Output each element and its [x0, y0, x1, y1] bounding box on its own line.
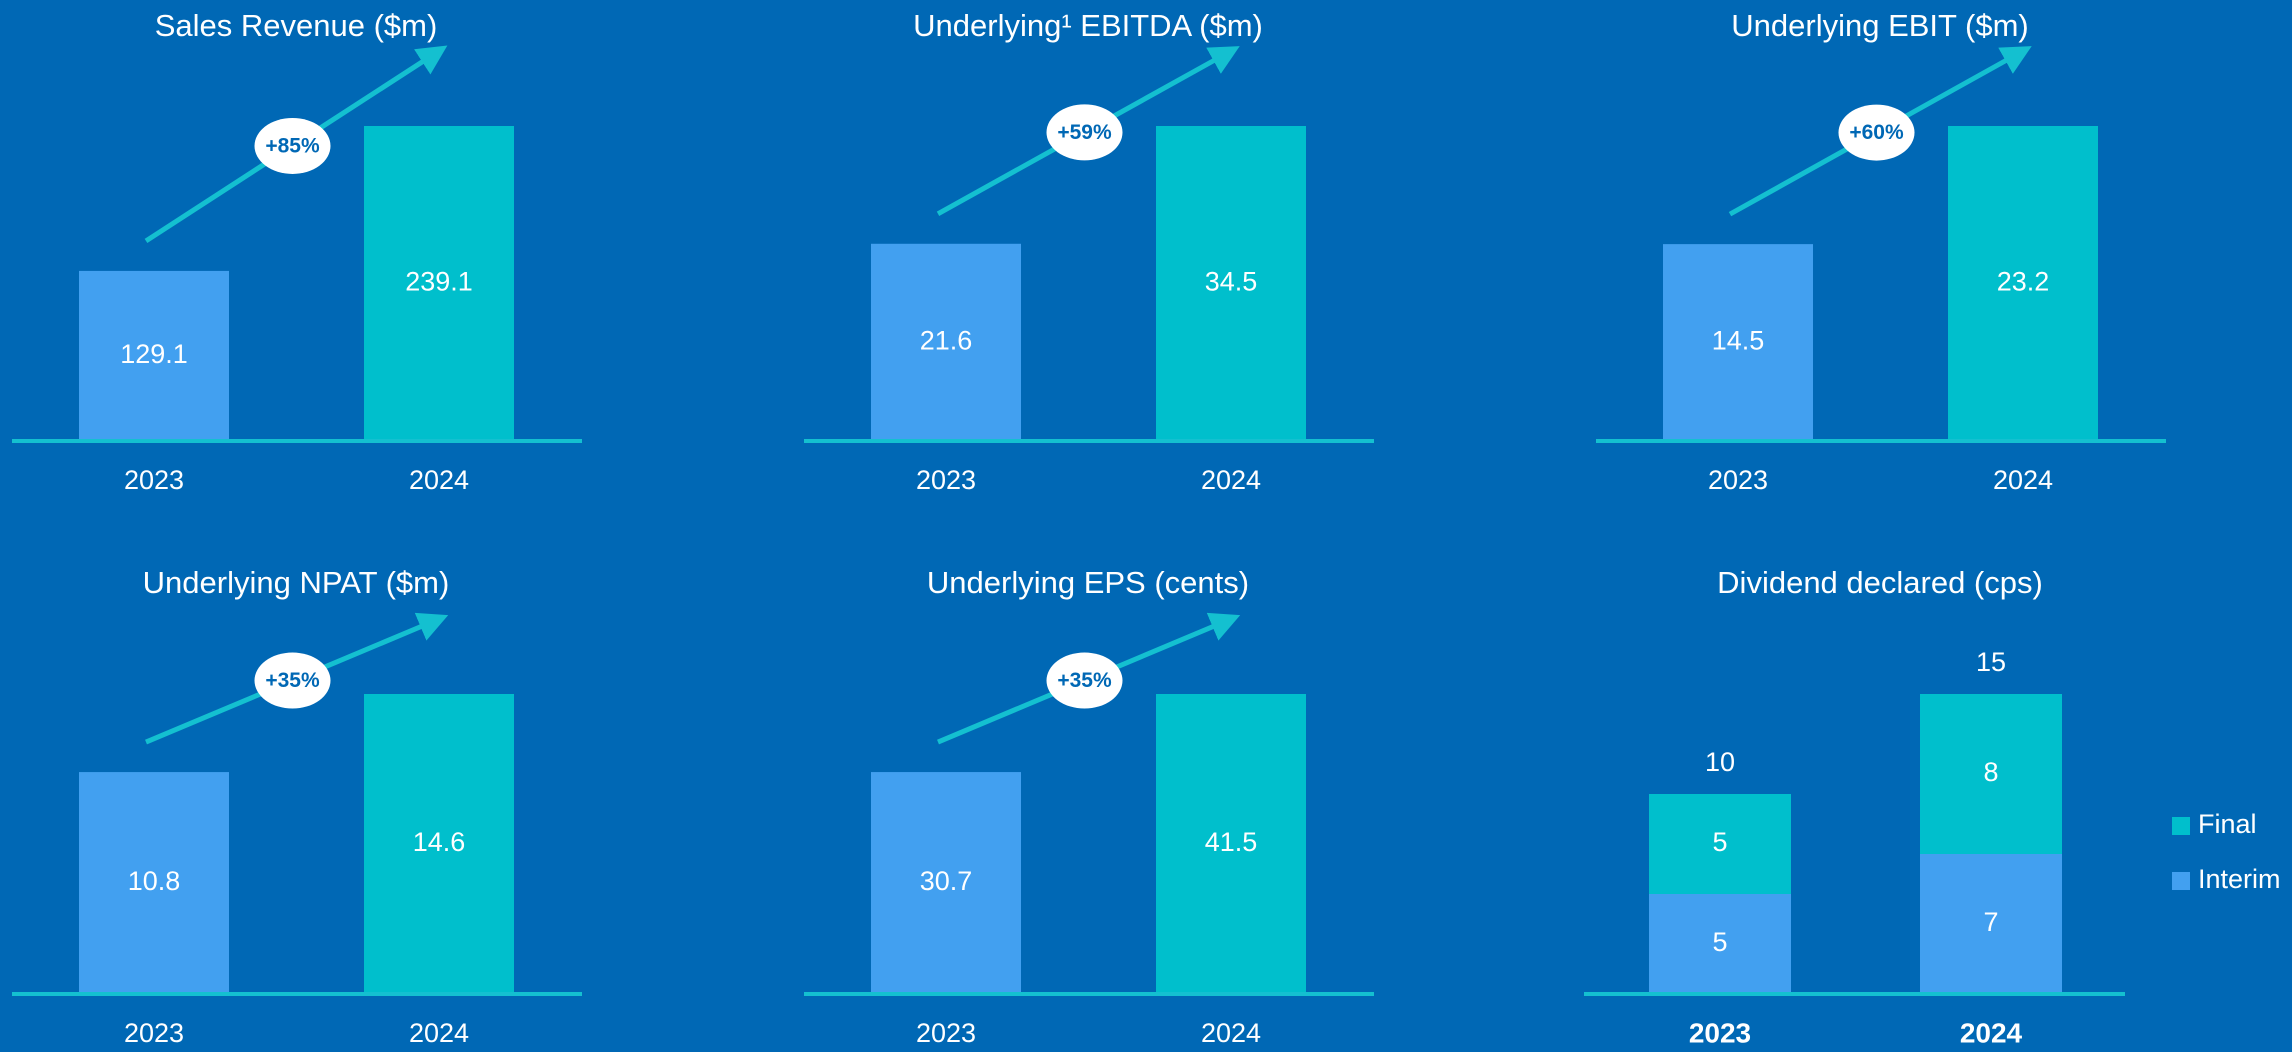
legend-label: Interim	[2198, 864, 2281, 894]
bar	[1156, 694, 1306, 994]
bar	[1156, 126, 1306, 441]
category-label: 2023	[124, 1018, 184, 1048]
total-label: 10	[1705, 747, 1735, 777]
category-label: 2024	[1960, 1017, 2023, 1048]
growth-label: +85%	[265, 135, 320, 158]
category-label: 2024	[1201, 1018, 1261, 1048]
value-label: 129.1	[120, 339, 188, 369]
value-label: 5	[1712, 827, 1727, 857]
category-label: 2024	[409, 465, 469, 495]
value-label: 7	[1983, 907, 1998, 937]
bar-segment	[1920, 694, 2062, 854]
category-label: 2023	[916, 465, 976, 495]
category-label: 2023	[1708, 465, 1768, 495]
value-label: 14.5	[1712, 326, 1765, 356]
legend-swatch	[2172, 817, 2190, 835]
bar-segment	[1649, 894, 1791, 994]
category-label: 2023	[916, 1018, 976, 1048]
bar-segment	[1920, 854, 2062, 994]
value-label: 21.6	[920, 326, 973, 356]
growth-badge	[1046, 104, 1123, 161]
chart-title: Sales Revenue ($m)	[155, 8, 438, 43]
bar	[1948, 126, 2098, 441]
legend-label: Final	[2198, 809, 2257, 839]
value-label: 8	[1983, 757, 1998, 787]
chart-title: Underlying EPS (cents)	[927, 565, 1249, 600]
category-label: 2023	[1689, 1017, 1751, 1048]
value-label: 5	[1712, 927, 1727, 957]
growth-badge	[1046, 652, 1123, 709]
growth-badge	[1838, 104, 1915, 161]
category-label: 2023	[124, 465, 184, 495]
growth-badge	[254, 117, 331, 174]
growth-label: +35%	[1057, 669, 1112, 692]
total-label: 15	[1976, 647, 2006, 677]
chart-title: Underlying EBIT ($m)	[1731, 8, 2028, 43]
growth-label: +35%	[265, 669, 320, 692]
category-label: 2024	[1993, 465, 2053, 495]
bar	[871, 772, 1021, 994]
legend-swatch	[2172, 872, 2190, 890]
category-label: 2024	[1201, 465, 1261, 495]
bar	[79, 772, 229, 994]
bar-segment	[1649, 794, 1791, 894]
growth-badge	[254, 652, 331, 709]
value-label: 41.5	[1205, 827, 1258, 857]
growth-label: +59%	[1057, 121, 1112, 144]
value-label: 10.8	[128, 866, 181, 896]
bar	[364, 126, 514, 441]
bar	[79, 270, 229, 441]
category-label: 2024	[409, 1018, 469, 1048]
chart-title: Underlying¹ EBITDA ($m)	[913, 8, 1263, 43]
bar	[364, 694, 514, 994]
bar	[1663, 244, 1813, 441]
value-label: 34.5	[1205, 267, 1258, 297]
chart-title: Underlying NPAT ($m)	[143, 565, 450, 600]
value-label: 14.6	[413, 827, 466, 857]
value-label: 239.1	[405, 267, 473, 297]
growth-label: +60%	[1849, 121, 1904, 144]
value-label: 23.2	[1997, 267, 2050, 297]
bar	[871, 243, 1021, 441]
value-label: 30.7	[920, 866, 973, 896]
chart-title: Dividend declared (cps)	[1717, 565, 2043, 600]
